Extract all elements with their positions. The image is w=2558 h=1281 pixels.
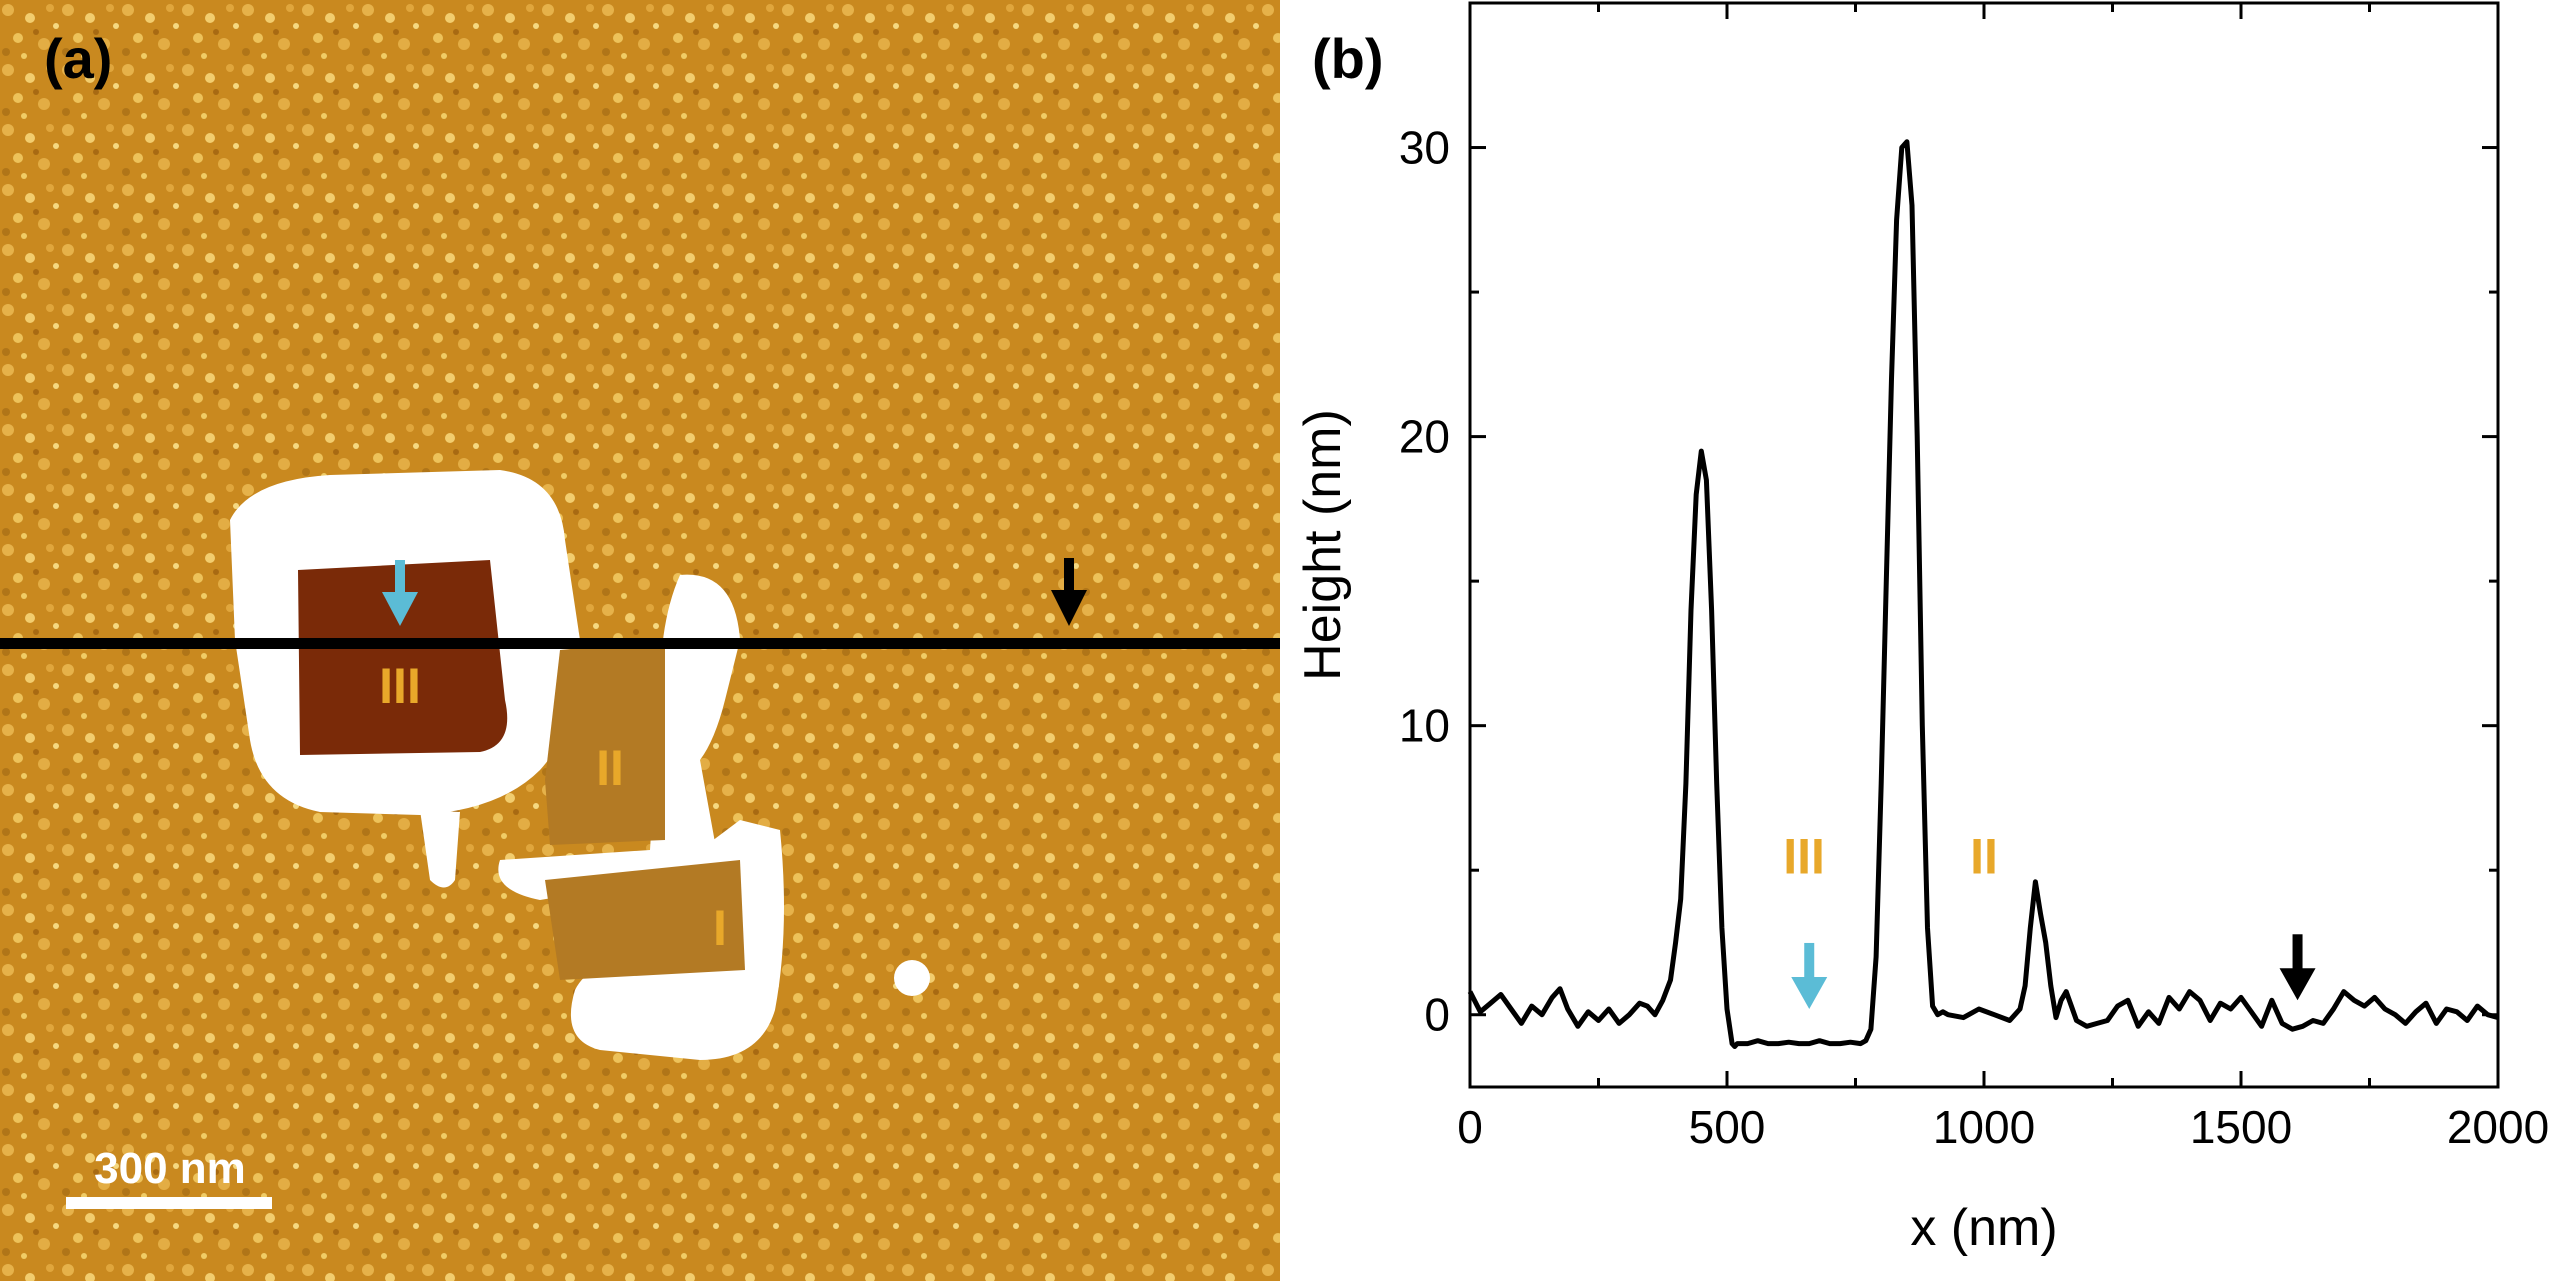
arrow-shaft [2292,934,2303,975]
plot-frame [1468,1,2500,1089]
chart-region-label-II: II [1970,829,1998,885]
panel-b-label: (b) [1312,27,1384,90]
scale-bar-label: 300 nm [94,1144,246,1193]
arrow-head [2279,968,2316,1001]
chart-black-arrow-icon [2279,934,2316,1001]
x-axis-label: x (nm) [1910,1199,2057,1257]
y-axis-label: Height (nm) [1294,409,1352,681]
panel-b-height-profile: (b) 0 500 1000 1500 2000 0 10 20 30 x (nm) Heig… [1294,1,2549,1257]
region-rim-tail [420,810,460,888]
region-label-I: I [713,900,727,956]
height-profile-line [1467,139,2499,1049]
arrow-head [1791,976,1828,1009]
region-III-etched [298,560,508,755]
profile-scan-line [0,638,1280,649]
cyan-arrow-icon [382,560,418,626]
region-II-rim [498,574,740,900]
y-tick-label: 0 [1424,989,1450,1041]
y-tick-label: 20 [1399,411,1450,463]
region-label-II: II [596,740,624,796]
region-I-bottom-blob-right [655,975,765,1055]
panel-a-label: (a) [44,27,112,90]
x-tick-label: 1500 [2190,1101,2292,1153]
region-I-etched [545,860,745,980]
y-tick-label: 10 [1399,700,1450,752]
x-tick-label: 0 [1457,1101,1483,1153]
x-tick-label: 1000 [1933,1101,2035,1153]
particle-blob [894,960,930,996]
region-I-bottom-blob-left [572,980,668,1050]
region-label-III: III [379,658,421,714]
y-tick-label: 30 [1399,122,1450,174]
region-II-etched [545,640,665,845]
chart-region-label-III: III [1783,829,1825,885]
scale-bar [66,1197,272,1209]
panel-a-afm-image: III II I (a) 300 nm [0,0,1280,1281]
black-arrow-icon [1051,558,1087,626]
chart-cyan-arrow-icon [1791,942,1828,1009]
arrow-shaft [1804,942,1815,983]
y-axis-ticks: 0 10 20 30 [1399,1,2498,1041]
x-tick-label: 2000 [2447,1101,2549,1153]
x-axis-ticks: 0 500 1000 1500 2000 [1457,3,2549,1153]
x-tick-label: 500 [1689,1101,1766,1153]
